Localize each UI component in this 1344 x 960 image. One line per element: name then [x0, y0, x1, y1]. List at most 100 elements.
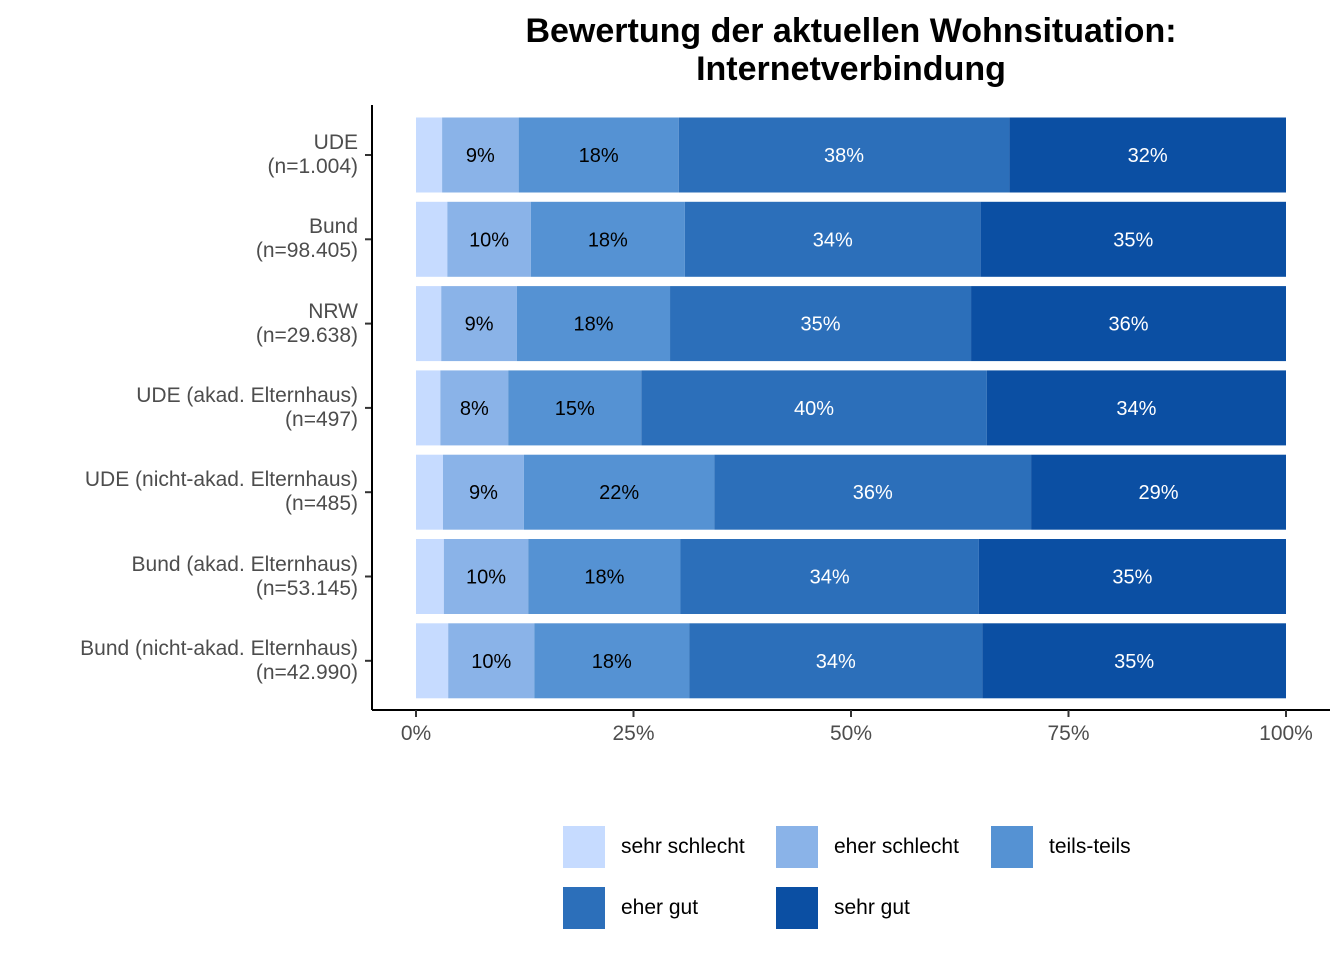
legend-swatch: [563, 826, 605, 868]
bar-segment-eher-gut-1: [684, 201, 981, 277]
data-label: 18%: [573, 314, 613, 336]
data-label: 38%: [824, 145, 864, 167]
data-label: 22%: [599, 482, 639, 504]
data-label: 34%: [1116, 398, 1156, 420]
bar-segment-eher-schlecht-4: [442, 454, 524, 530]
bar-segment-eher-gut-5: [680, 539, 979, 614]
bar-segment-sehr-gut-3: [986, 370, 1286, 446]
bar-segment-sehr-schlecht-5: [416, 539, 444, 614]
category-sample-size: (n=1.004): [267, 155, 358, 178]
data-label: 18%: [584, 567, 624, 589]
bar-segment-sehr-gut-5: [978, 539, 1286, 614]
category-name: NRW: [308, 299, 358, 323]
data-label: 18%: [588, 229, 628, 251]
category-label: UDE (n=1.004): [268, 131, 358, 179]
legend-label: eher schlecht: [834, 835, 959, 858]
data-label: 9%: [465, 314, 494, 336]
bar-segment-teils-teils-5: [528, 539, 681, 614]
bar-segment-eher-gut-2: [670, 286, 972, 362]
data-label: 10%: [469, 229, 509, 251]
data-label: 34%: [810, 567, 850, 589]
legend-swatch: [563, 887, 605, 929]
category-sample-size: (n=497): [285, 407, 358, 431]
legend-item-eher-schlecht: eher schlecht: [776, 826, 959, 868]
bar-segment-teils-teils-0: [518, 117, 679, 193]
data-label: 32%: [1128, 145, 1168, 167]
x-tick-label: 0%: [400, 722, 432, 745]
bar-segment-sehr-schlecht-6: [416, 623, 449, 699]
bar-segment-sehr-gut-1: [980, 201, 1286, 277]
data-label: 18%: [592, 651, 632, 673]
bar-segment-eher-gut-4: [714, 454, 1032, 530]
bar-segment-eher-schlecht-6: [448, 623, 535, 699]
bar-segment-teils-teils-4: [523, 454, 715, 530]
category-name: UDE (nicht-akad. Elternhaus): [84, 468, 358, 492]
category-sample-size: (n=42.990): [255, 660, 358, 684]
category-name: Bund: [308, 215, 358, 239]
bar-segment-eher-schlecht-5: [443, 539, 529, 614]
bar-segment-eher-gut-0: [678, 117, 1010, 193]
bar-segment-sehr-schlecht-3: [416, 370, 441, 446]
bar-segment-sehr-gut-2: [971, 286, 1286, 362]
bar-segment-sehr-gut-0: [1009, 117, 1286, 193]
data-label: 10%: [466, 567, 506, 589]
category-sample-size: (n=53.145): [255, 576, 358, 600]
x-tick-label: 75%: [1047, 722, 1090, 745]
data-label: 8%: [460, 398, 489, 420]
data-label: 35%: [1112, 567, 1152, 589]
legend-item-eher-gut: eher gut: [563, 887, 698, 929]
legend-swatch: [776, 826, 818, 868]
legend-item-sehr-gut: sehr gut: [776, 887, 910, 929]
bar-segment-sehr-gut-4: [1031, 454, 1286, 530]
data-label: 35%: [801, 314, 841, 336]
legend-swatch: [991, 826, 1033, 868]
category-name: Bund (nicht-akad. Elternhaus): [80, 636, 358, 660]
data-label: 18%: [579, 145, 619, 167]
legend-label: eher gut: [621, 896, 699, 919]
x-tick-label: 25%: [612, 722, 655, 745]
category-label: NRW (n=29.638): [256, 300, 358, 348]
bar-segment-eher-schlecht-3: [440, 370, 509, 446]
data-label: 9%: [466, 145, 495, 167]
category-sample-size: (n=485): [285, 492, 358, 516]
category-label: Bund (nicht-akad. Elternhaus) (n=42.990): [80, 637, 358, 685]
category-name: UDE (akad. Elternhaus): [136, 383, 358, 407]
data-label: 36%: [853, 482, 893, 504]
legend-label: sehr gut: [834, 896, 910, 919]
category-label: Bund (n=98.405): [256, 215, 358, 263]
legend-swatch: [776, 887, 818, 929]
legend-label: teils-teils: [1049, 835, 1131, 858]
category-label: Bund (akad. Elternhaus) (n=53.145): [132, 553, 358, 601]
bar-segment-teils-teils-1: [530, 201, 685, 277]
legend-item-teils-teils: teils-teils: [991, 826, 1131, 868]
chart-title-line-2: Internetverbindung: [696, 50, 1006, 88]
bar-segment-sehr-schlecht-1: [416, 201, 448, 277]
bar-segment-eher-schlecht-2: [441, 286, 517, 362]
category-name: UDE: [313, 131, 358, 154]
bar-segment-sehr-gut-6: [982, 623, 1286, 699]
data-label: 29%: [1139, 482, 1179, 504]
bar-segment-sehr-schlecht-0: [416, 117, 443, 193]
bar-segment-sehr-schlecht-4: [416, 454, 443, 530]
data-label: 15%: [555, 398, 595, 420]
x-tick-label: 50%: [829, 722, 873, 745]
data-label: 9%: [469, 482, 498, 504]
bar-segment-eher-schlecht-1: [447, 201, 531, 277]
data-label: 36%: [1109, 314, 1149, 336]
bar-segment-eher-schlecht-0: [442, 117, 519, 193]
legend-label: sehr schlecht: [621, 835, 745, 858]
data-label: 34%: [816, 651, 856, 673]
bar-segment-eher-gut-3: [641, 370, 987, 446]
category-sample-size: (n=29.638): [255, 323, 358, 347]
category-name: Bund (akad. Elternhaus): [131, 552, 358, 576]
bar-segment-eher-gut-6: [689, 623, 983, 699]
data-label: 35%: [1113, 229, 1153, 251]
category-label: UDE (akad. Elternhaus) (n=497): [136, 384, 358, 432]
data-label: 40%: [794, 398, 834, 420]
x-tick-label: 100%: [1259, 722, 1313, 745]
data-label: 35%: [1114, 651, 1154, 673]
bar-segment-sehr-schlecht-2: [416, 286, 442, 362]
bar-segment-teils-teils-3: [508, 370, 642, 446]
